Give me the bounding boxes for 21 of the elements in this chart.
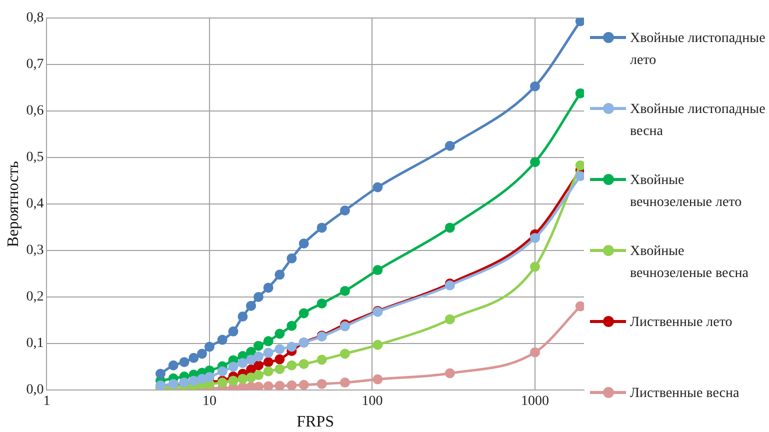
x-tick-label: 100 [362, 394, 383, 410]
legend-label: Хвойные вечнозеленые лето [630, 172, 743, 212]
y-tick-label: 0,6 [26, 104, 44, 119]
y-tick-label: 0,3 [26, 243, 44, 258]
y-tick-label: 0,5 [26, 150, 44, 166]
legend-label: Хвойные листопадные лето [630, 30, 766, 70]
y-tick-label: 0,4 [26, 196, 44, 212]
y-tick-label: 0,2 [26, 290, 44, 305]
x-tick-label: 1 [43, 394, 50, 410]
legend-label: Хвойные листопадные весна [630, 101, 766, 141]
y-axis-title: Вероятность [4, 160, 22, 248]
y-tick-label: 0,1 [26, 336, 44, 352]
legend-label: Хвойные вечнозеленые весна [630, 243, 750, 283]
y-tick-label: 0,8 [26, 10, 44, 26]
x-axis-title: FRPS [296, 414, 334, 431]
y-tick-label: 0,7 [26, 57, 44, 72]
legend-label: Лиственные лето [630, 314, 732, 332]
x-tick-label: 1000 [521, 394, 549, 410]
legend-label: Лиственные весна [630, 385, 740, 403]
x-tick-label: 10 [202, 394, 216, 410]
y-tick-label: 0,0 [26, 382, 44, 398]
